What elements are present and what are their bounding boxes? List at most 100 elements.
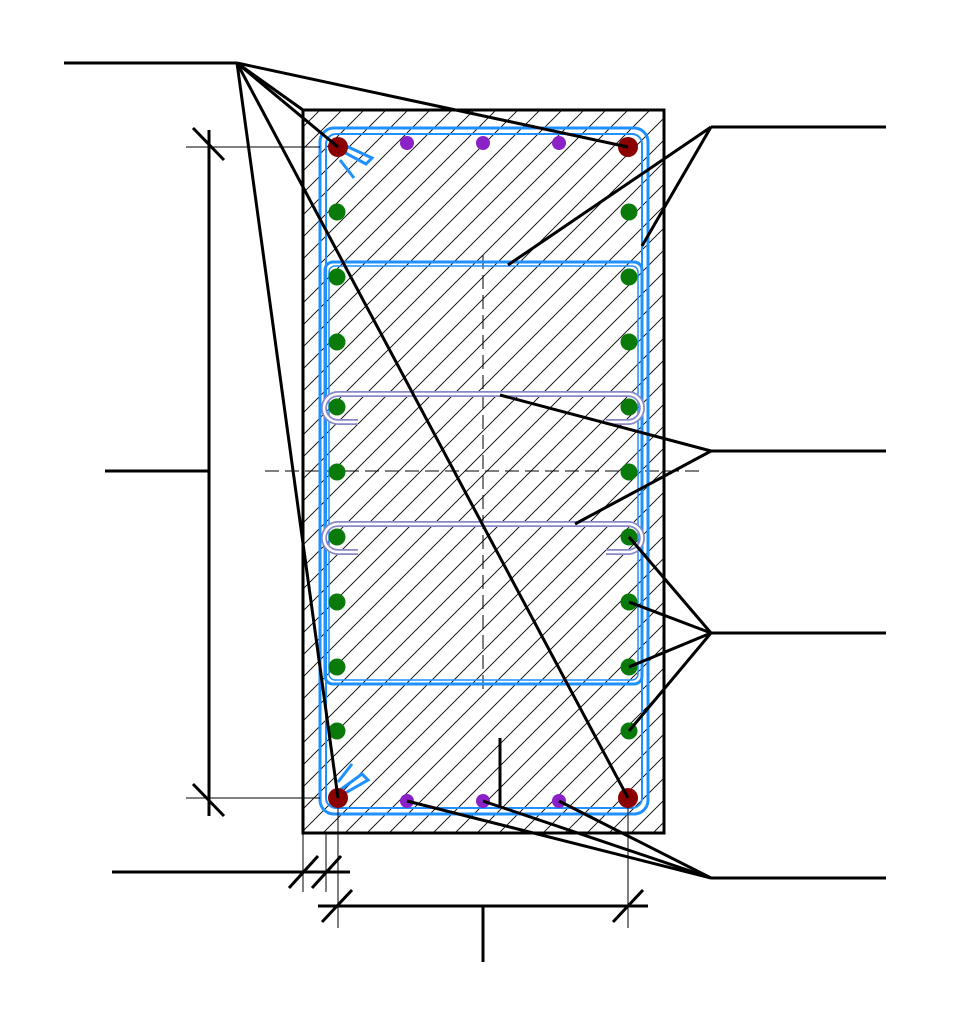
hatch-line — [0, 100, 308, 900]
hatch-line — [0, 100, 110, 900]
side-bar — [328, 203, 346, 221]
hatch-line — [916, 100, 955, 900]
leader-crosstie — [499, 393, 712, 453]
hatch-line — [476, 645, 664, 833]
hatch-line — [303, 425, 664, 788]
hatch-line — [303, 110, 541, 348]
hatch-line — [0, 100, 132, 900]
hatch-line — [344, 513, 664, 833]
hatch-line — [0, 100, 176, 900]
hatch-line — [0, 100, 242, 900]
hatch-line — [366, 535, 664, 833]
leader-side-bar — [628, 600, 712, 635]
hatch-line — [410, 579, 664, 833]
side-bar — [328, 398, 346, 416]
dim-tick — [191, 126, 226, 162]
hatch-line — [303, 110, 629, 436]
hatch-line — [0, 100, 88, 900]
hatch-line — [762, 100, 955, 900]
side-bar — [620, 398, 638, 416]
hatch-line — [303, 359, 664, 722]
hatch-line — [586, 755, 664, 833]
hatch-line — [303, 110, 497, 304]
leader-corner-bar — [235, 62, 340, 799]
leader-face-bar — [482, 799, 712, 880]
side-bar — [328, 593, 346, 611]
hatch-line — [674, 100, 955, 900]
side-bar — [620, 333, 638, 351]
outer-hoop — [318, 126, 650, 816]
hatch-line — [828, 100, 955, 900]
leader-corner-bar — [236, 61, 339, 149]
leader-crosstie — [574, 449, 712, 526]
hatch-line — [303, 110, 343, 150]
hatch-line — [303, 110, 607, 414]
hatch-line — [303, 110, 321, 128]
hatch-line — [303, 110, 563, 370]
hatch-line — [303, 110, 519, 326]
hatch-line — [303, 205, 664, 568]
hatch-line — [630, 100, 955, 900]
stirrups — [318, 126, 650, 816]
hatch-line — [850, 100, 955, 900]
side-bar — [328, 333, 346, 351]
hatch-line — [0, 100, 286, 900]
hatch-line — [303, 110, 585, 392]
hatch-line — [520, 689, 664, 833]
rebars — [328, 136, 638, 808]
leader-side-bar — [627, 632, 713, 732]
hatch-line — [806, 100, 955, 900]
hatch-line — [608, 777, 664, 833]
leader-corner-bar — [235, 62, 630, 799]
hatch-line — [303, 293, 664, 656]
section-boundary — [301, 108, 666, 835]
hatch-line — [303, 110, 365, 172]
side-bar — [328, 658, 346, 676]
concrete-hatch — [0, 100, 955, 900]
hatch-line — [0, 100, 44, 900]
section-outline — [301, 108, 666, 835]
face-bar — [552, 136, 566, 150]
dimension-lines — [105, 126, 648, 962]
hatch-line — [0, 100, 154, 900]
hatch-line — [0, 100, 198, 900]
side-bar — [328, 722, 346, 740]
crosstie-1-core — [322, 392, 644, 424]
leader-corner-edge — [236, 61, 304, 112]
leader-stirrup — [640, 126, 713, 247]
leader-face-bar — [406, 799, 712, 880]
hatch-line — [0, 100, 220, 900]
hatch-line — [303, 315, 664, 678]
leader-side-bar — [627, 536, 713, 634]
hatch-line — [894, 100, 955, 900]
hatch-line — [303, 110, 431, 238]
side-bar — [328, 268, 346, 286]
hatch-line — [303, 403, 664, 766]
hatch-line — [303, 110, 475, 282]
hatch-line — [0, 100, 264, 900]
face-bar — [476, 136, 490, 150]
hatch-line — [303, 271, 664, 634]
top-hook — [332, 138, 375, 179]
hatch-line — [303, 227, 664, 590]
hatch-line — [303, 381, 664, 744]
hatch-line — [938, 100, 955, 900]
hatch-line — [322, 491, 664, 833]
hatch-line — [303, 469, 664, 832]
hatch-line — [303, 183, 664, 546]
hatch-line — [303, 249, 664, 612]
hatch-line — [696, 100, 955, 900]
hatch-line — [564, 733, 664, 833]
hatch-line — [454, 623, 664, 833]
leader-corner-bar — [236, 61, 629, 149]
side-bar — [328, 463, 346, 481]
hatch-line — [872, 100, 955, 900]
hatch-line — [432, 601, 664, 833]
hatch-line — [303, 117, 664, 480]
hatch-line — [0, 100, 22, 900]
dim-tick — [191, 782, 226, 818]
face-bar — [400, 136, 414, 150]
hatch-line — [0, 100, 66, 900]
hatch-line — [608, 100, 955, 900]
